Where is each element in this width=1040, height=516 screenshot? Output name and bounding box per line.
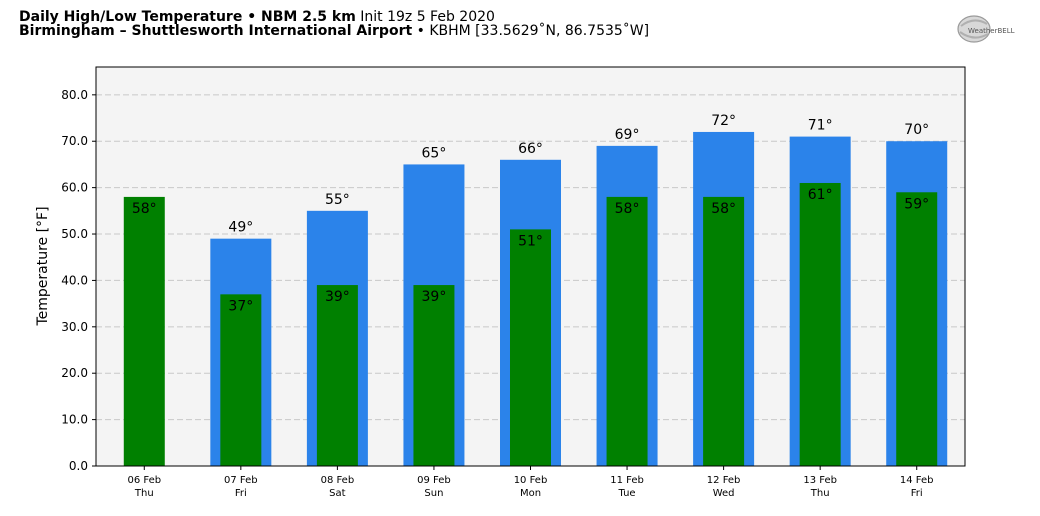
y-axis-label: Temperature [°F] [35,206,51,326]
x-tick-date: 11 Feb [610,475,644,486]
high-label: 55° [325,192,350,208]
low-bar [799,182,841,466]
x-tick-date: 13 Feb [803,475,837,486]
x-tick-weekday: Wed [713,488,735,499]
low-label: 58° [711,201,736,217]
low-label: 37° [228,298,253,314]
title-init: Init 19z 5 Feb 2020 [355,9,495,25]
station-coords: • KBHM [33.5629˚N, 86.7535˚W] [412,23,650,39]
x-tick-weekday: Tue [618,488,636,499]
x-tick-weekday: Sat [329,488,345,499]
high-label: 66° [518,141,543,157]
low-label: 58° [132,201,157,217]
low-label: 51° [518,233,543,249]
low-bar [413,285,455,466]
high-label: 71° [808,118,833,134]
y-tick-label: 70.0 [61,134,88,148]
x-tick-weekday: Sun [424,488,443,499]
low-bar [123,196,165,466]
high-label: 65° [422,145,447,161]
low-bar [316,285,358,466]
x-tick-date: 08 Feb [321,475,355,486]
y-tick-label: 20.0 [61,366,88,380]
y-tick-label: 10.0 [61,413,88,427]
chart-title: Daily High/Low Temperature • NBM 2.5 km … [19,9,495,25]
low-label: 39° [422,289,447,305]
high-label: 70° [904,122,929,138]
high-label: 69° [615,127,640,143]
x-tick-weekday: Fri [911,488,923,499]
low-bar [896,192,938,466]
chart-subtitle: Birmingham – Shuttlesworth International… [19,23,649,39]
station-name: Birmingham – Shuttlesworth International… [19,23,413,39]
x-tick-date: 10 Feb [514,475,548,486]
y-tick-label: 40.0 [61,273,88,287]
y-axis-ticks: 0.0 10.0 20.0 30.0 40.0 50.0 60.0 70.0 80.0 [61,88,96,473]
x-tick-date: 09 Feb [417,475,451,486]
plot-frame [95,66,966,467]
x-tick-date: 07 Feb [224,475,258,486]
low-label: 61° [808,187,833,203]
y-tick-label: 50.0 [61,227,88,241]
x-tick-date: 06 Feb [127,475,161,486]
weatherbell-logo-icon: WeatherBELL [957,15,1015,43]
x-axis-ticks: 06 Feb Thu 07 Feb Fri 08 Feb Sat 09 Feb Sun 10 F… [127,466,934,499]
low-bar [703,196,745,466]
low-label: 58° [615,201,640,217]
low-bar [606,196,648,466]
data-labels: 58° 49° 37° 55° 39° 65° 39° 66° 51° 69° 58° 72° 58° 7… [132,113,929,314]
x-tick-weekday: Fri [235,488,247,499]
title-bold: Daily High/Low Temperature • NBM 2.5 km [19,9,356,25]
low-bar [510,229,551,466]
x-tick-weekday: Thu [810,488,830,499]
x-tick-date: 12 Feb [707,475,741,486]
high-label: 49° [228,220,253,236]
x-tick-date: 14 Feb [900,475,934,486]
logo-text: WeatherBELL [968,27,1015,35]
x-tick-weekday: Mon [520,488,541,499]
low-bar [220,294,262,466]
y-tick-label: 30.0 [61,320,88,334]
low-label: 59° [904,196,929,212]
low-label: 39° [325,289,350,305]
y-tick-label: 60.0 [61,181,88,195]
x-tick-weekday: Thu [134,488,154,499]
high-label: 72° [711,113,736,129]
y-tick-label: 80.0 [61,88,88,102]
y-tick-label: 0.0 [69,459,88,473]
low-series [123,182,938,466]
